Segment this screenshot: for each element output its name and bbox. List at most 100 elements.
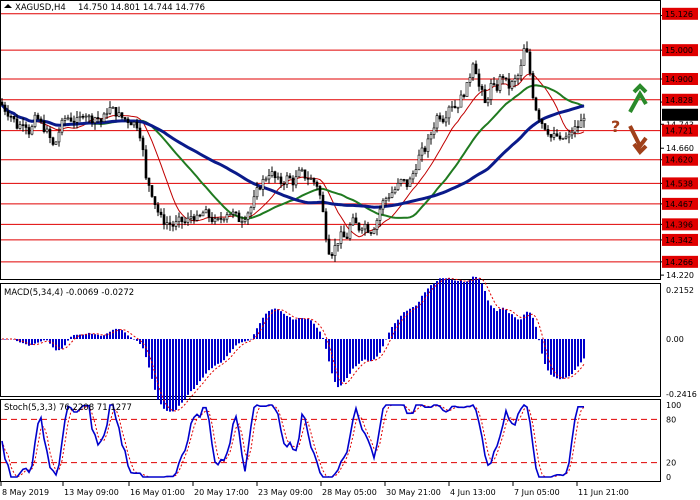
candle-body (438, 115, 442, 120)
candle-body (57, 131, 61, 143)
macd-bar (178, 338, 180, 406)
candle-body (303, 169, 307, 179)
macd-bar (307, 318, 309, 339)
macd-bar (331, 338, 333, 374)
candle-body (258, 187, 262, 190)
candle-body (273, 171, 277, 179)
candle-body (177, 216, 181, 222)
macd-bar (562, 338, 564, 379)
candle-body (270, 171, 274, 176)
candle-body (132, 121, 136, 126)
candle-body (360, 228, 364, 231)
macd-bar (163, 338, 165, 409)
candle-body (117, 112, 121, 117)
macd-bar (541, 338, 543, 354)
candle-body (213, 218, 217, 222)
candle-body (408, 178, 412, 187)
candle-body (411, 173, 415, 180)
macd-bar (61, 338, 63, 349)
level-label-box (662, 72, 698, 85)
level-label: 15.000 (665, 46, 693, 55)
macd-bar (475, 276, 477, 339)
candle-body (147, 177, 151, 186)
candle-body (534, 97, 538, 111)
macd-bar (439, 278, 441, 339)
candle-body (27, 127, 31, 135)
macd-bar (82, 334, 84, 339)
candle-body (375, 220, 379, 230)
macd-bar (508, 313, 510, 339)
candle-body (432, 127, 436, 135)
candle-body (267, 175, 271, 180)
macd-bar (472, 276, 474, 339)
macd-bar (568, 338, 570, 377)
macd-bar (19, 338, 21, 343)
candle-body (567, 134, 571, 138)
macd-bar (355, 338, 357, 367)
macd-bar (241, 338, 243, 343)
candle-body (369, 232, 373, 234)
candle-body (72, 120, 76, 123)
ohlc-label: 14.750 14.801 14.744 14.776 (78, 3, 205, 13)
candle-body (327, 238, 331, 255)
macd-bar (115, 328, 117, 339)
candle-body (495, 84, 499, 91)
candle-body (453, 105, 457, 109)
candle-body (192, 216, 196, 221)
macd-bar (490, 305, 492, 339)
macd-bar (430, 285, 432, 339)
candle-body (543, 123, 547, 130)
macd-bar (481, 283, 483, 339)
macd-bar (361, 338, 363, 361)
candle-body (171, 224, 175, 227)
candle-body (201, 212, 205, 217)
candle-body (531, 73, 535, 99)
candle-body (0, 101, 4, 106)
macd-bar (577, 338, 579, 367)
candle-body (36, 114, 40, 120)
macd-bar (523, 314, 525, 339)
candle-body (108, 107, 112, 114)
ma-slow-line (0, 103, 585, 209)
macd-bar (259, 323, 261, 339)
candle-body (501, 76, 505, 79)
macd-bar (334, 338, 336, 382)
candle-body (87, 115, 91, 118)
macd-bar (316, 327, 318, 339)
candle-body (564, 136, 568, 139)
time-label: 11 Jun 21:00 (578, 488, 629, 497)
candle-body (519, 64, 523, 76)
macd-bar (106, 333, 108, 339)
macd-bar (415, 305, 417, 339)
candle-body (216, 218, 220, 220)
level-label: 15.126 (665, 10, 693, 19)
time-label: 8 May 2019 (2, 488, 49, 497)
candle-body (540, 119, 544, 124)
candle-body (51, 137, 55, 145)
candle-body (315, 181, 319, 187)
macd-bar (382, 338, 384, 347)
chart-header: XAGUSD,H4 14.750 14.801 14.744 14.776 MA… (4, 3, 205, 413)
candle-body (549, 134, 553, 138)
candle-body (54, 141, 58, 145)
candle-body (522, 48, 526, 66)
macd-bar (424, 292, 426, 339)
macd-bar (298, 317, 300, 339)
macd-bar (343, 338, 345, 382)
price-tick-label: 14.220 (666, 271, 694, 280)
macd-bar (406, 310, 408, 339)
macd-bar (181, 338, 183, 403)
macd-bar (196, 338, 198, 386)
level-label-box (662, 197, 698, 210)
candle-body (189, 216, 193, 219)
macd-bar (139, 338, 141, 344)
time-label: 4 Jun 13:00 (450, 488, 496, 497)
time-label: 23 May 09:00 (258, 488, 313, 497)
candle-body (459, 94, 463, 108)
symbol-label: XAGUSD,H4 (15, 3, 66, 13)
macd-bar (262, 317, 264, 339)
macd-bar (550, 338, 552, 375)
macd-bar (40, 338, 42, 342)
macd-bar (148, 338, 150, 368)
